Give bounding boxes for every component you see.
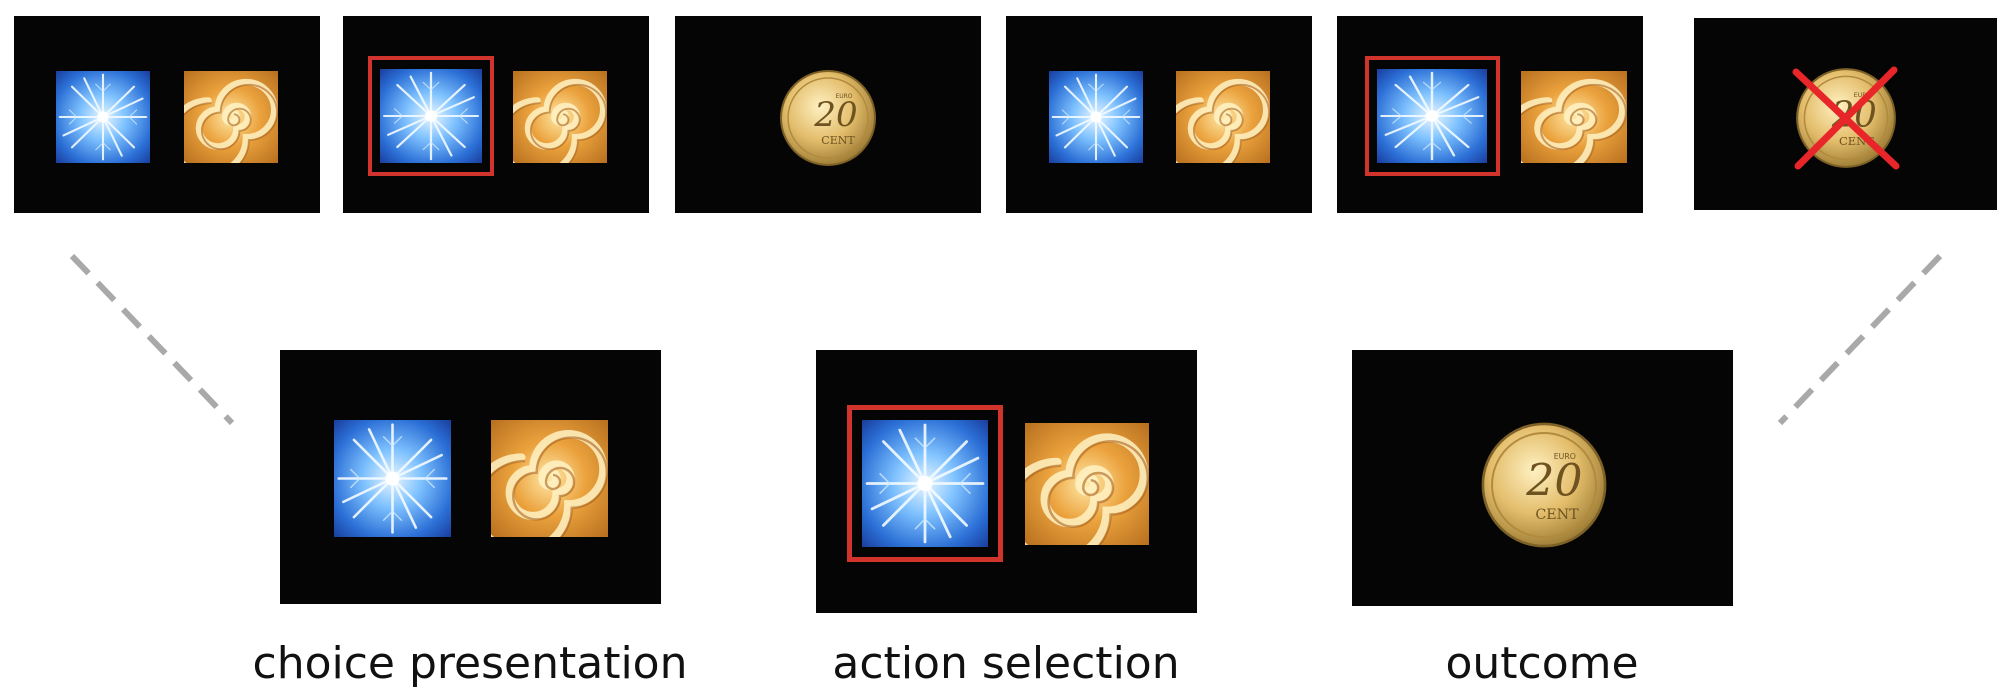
phase-screen-selection — [816, 350, 1197, 613]
blue-fractal-icon — [56, 71, 150, 163]
timeline-frame-outcome-reward: 20 CENT EURO — [675, 16, 981, 213]
phase-screen-outcome: 20 CENT EURO — [1352, 350, 1733, 606]
caption-choice-presentation: choice presentation — [252, 638, 688, 689]
connector-left — [69, 253, 235, 426]
orange-spiral-icon — [1521, 71, 1627, 163]
connector-right — [1777, 253, 1943, 426]
red-cross-icon — [1792, 66, 1900, 170]
coin-currency: EURO — [835, 93, 852, 100]
orange-spiral-icon — [184, 71, 278, 163]
blue-fractal-icon — [862, 420, 988, 547]
orange-spiral-icon — [491, 420, 608, 537]
blue-fractal-icon — [334, 420, 451, 537]
coin-20-cent-icon: 20 CENT EURO — [778, 68, 878, 168]
timeline-frame-choice-1 — [14, 16, 320, 213]
timeline-frame-choice-2 — [1006, 16, 1312, 213]
coin-unit: CENT — [821, 134, 855, 147]
caption-action-selection: action selection — [832, 638, 1180, 689]
orange-spiral-icon — [1176, 71, 1270, 163]
coin-20-cent-icon: 20 CENT EURO — [1479, 420, 1609, 550]
selection-frame — [368, 56, 494, 176]
blue-fractal-icon — [1049, 71, 1143, 163]
orange-spiral-icon — [1025, 423, 1149, 545]
orange-spiral-icon — [513, 71, 607, 163]
caption-outcome: outcome — [1445, 638, 1639, 689]
timeline-frame-selection-2 — [1337, 16, 1643, 213]
coin-currency: EURO — [1854, 92, 1872, 99]
blue-fractal-icon — [380, 69, 482, 163]
blue-fractal-icon — [1377, 69, 1487, 163]
timeline-frame-outcome-no-reward: 20 CENT EURO — [1694, 18, 1997, 210]
coin-unit: CENT — [1535, 507, 1579, 523]
coin-currency: EURO — [1554, 452, 1576, 461]
selection-frame — [847, 405, 1003, 562]
coin-value: 20 — [1525, 455, 1582, 506]
selection-frame — [1365, 56, 1500, 176]
timeline-frame-selection-1 — [343, 16, 649, 213]
phase-screen-choice — [280, 350, 661, 604]
coin-value: 20 — [813, 95, 857, 135]
